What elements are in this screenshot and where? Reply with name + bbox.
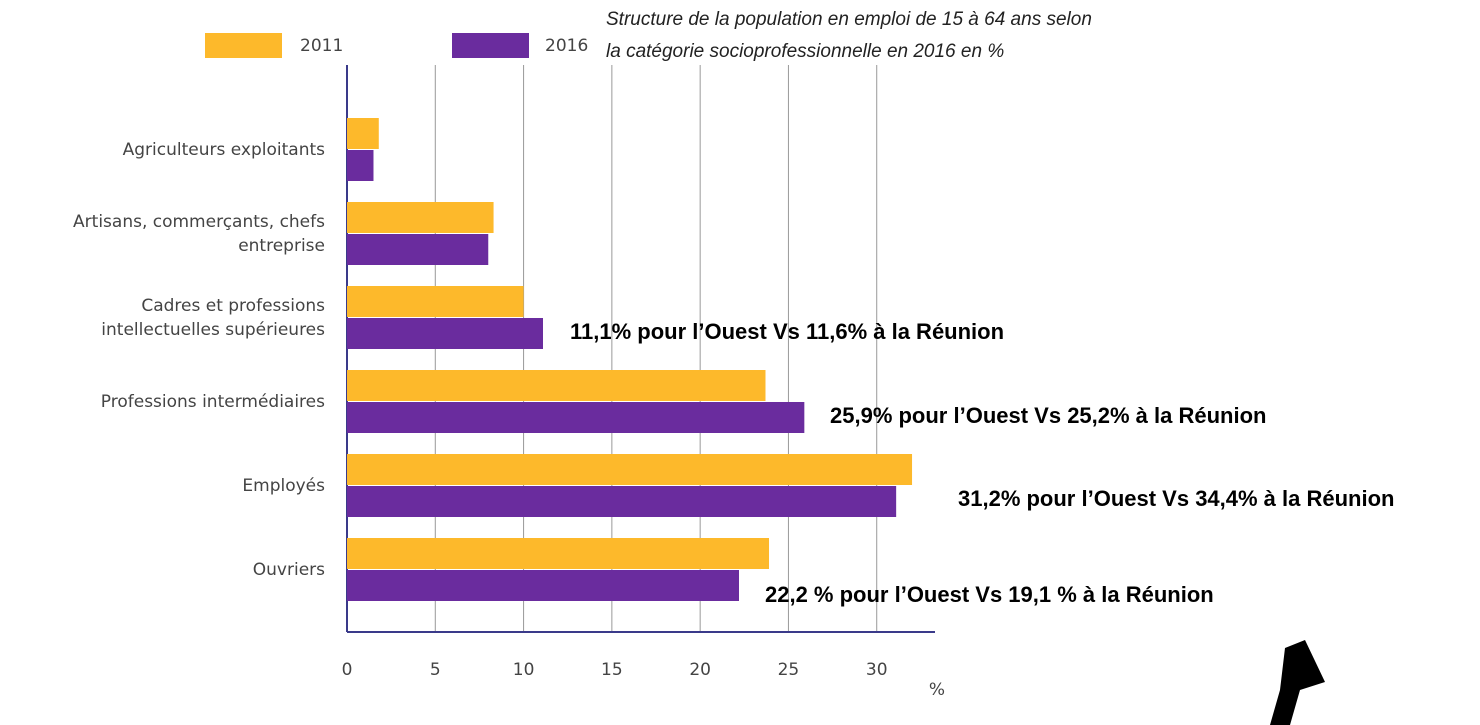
bar — [347, 202, 494, 233]
annotation: 25,9% pour l’Ouest Vs 25,2% à la Réunion — [830, 403, 1266, 428]
legend-swatch — [452, 33, 529, 58]
cursor-icon — [1270, 640, 1325, 725]
legend-label: 2011 — [300, 36, 343, 56]
x-axis-label: % — [929, 680, 945, 700]
x-tick-label: 20 — [689, 660, 711, 680]
x-tick-label: 10 — [513, 660, 535, 680]
bar — [347, 150, 374, 181]
x-tick-label: 15 — [601, 660, 623, 680]
y-tick-label: Agriculteurs exploitants — [123, 140, 326, 160]
x-tick-label: 0 — [342, 660, 353, 680]
bar — [347, 486, 897, 517]
annotation: 11,1% pour l’Ouest Vs 11,6% à la Réunion — [570, 319, 1004, 344]
y-tick-label: Artisans, commerçants, chefs entreprise — [73, 212, 325, 256]
bar — [347, 454, 913, 485]
y-tick-label: Ouvriers — [253, 560, 325, 580]
bar — [347, 402, 805, 433]
bar — [347, 118, 379, 149]
bar — [347, 286, 524, 317]
bar — [347, 370, 766, 401]
annotation: 22,2 % pour l’Ouest Vs 19,1 % à la Réuni… — [765, 582, 1214, 607]
x-tick-label: 25 — [778, 660, 800, 680]
bar — [347, 318, 543, 349]
x-tick-label: 30 — [866, 660, 888, 680]
legend-swatch — [205, 33, 282, 58]
chart-title: la catégorie socioprofessionnelle en 201… — [606, 41, 1004, 62]
y-tick-label: Employés — [242, 476, 325, 496]
bar — [347, 570, 739, 601]
legend-label: 2016 — [545, 36, 588, 56]
annotation: 31,2% pour l’Ouest Vs 34,4% à la Réunion — [958, 486, 1394, 511]
chart-title: Structure de la population en emploi de … — [606, 9, 1092, 30]
bar — [347, 538, 770, 569]
x-tick-label: 5 — [430, 660, 441, 680]
y-tick-label: Cadres et professions intellectuelles sup… — [101, 296, 325, 340]
bar — [347, 234, 489, 265]
y-tick-label: Professions intermédiaires — [101, 392, 325, 412]
